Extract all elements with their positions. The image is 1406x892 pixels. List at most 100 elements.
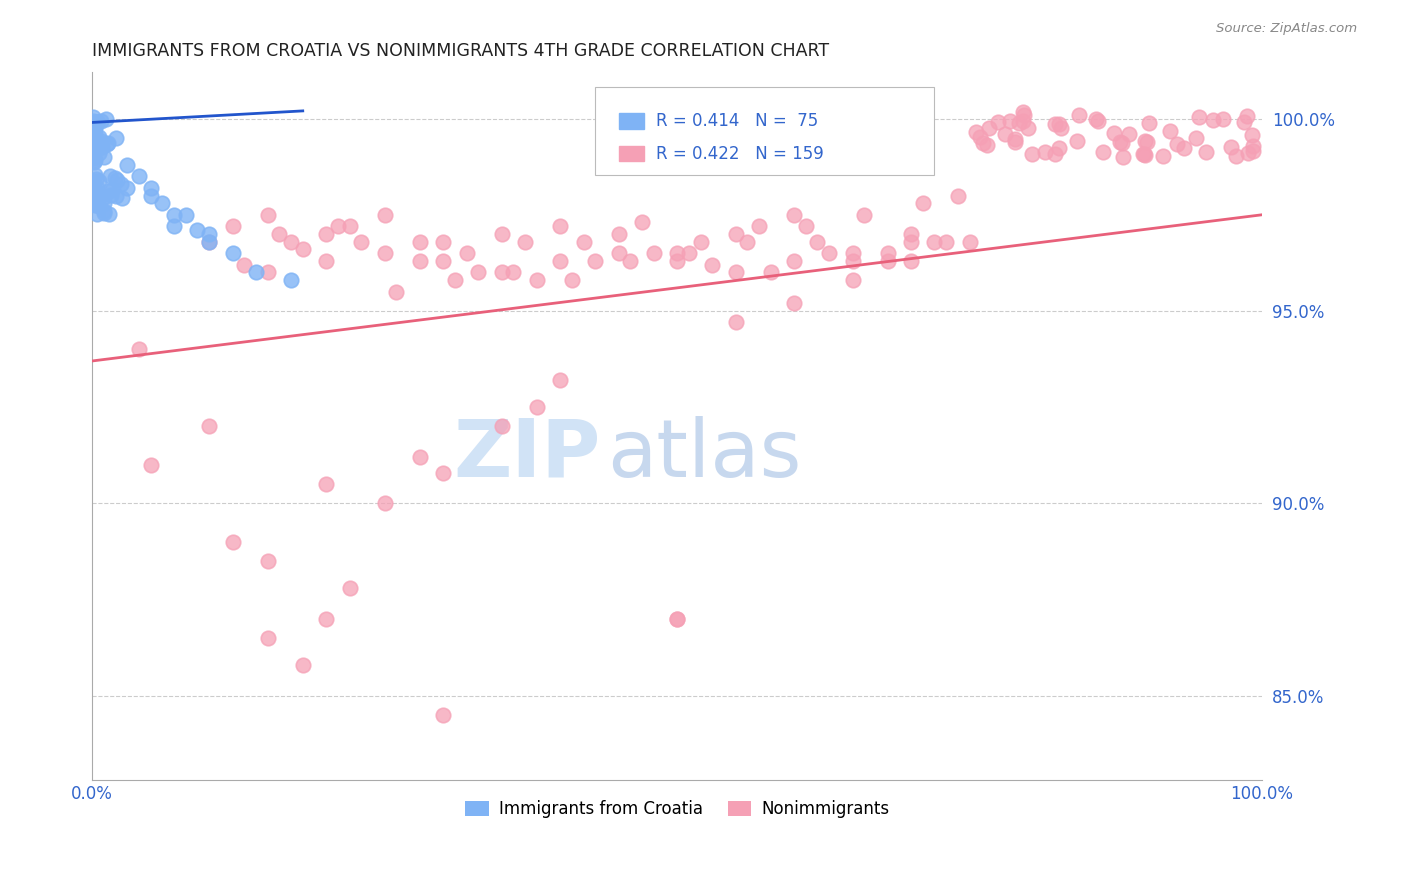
Point — [89, 174, 111, 188]
Point — [174, 208, 197, 222]
Point — [86, 141, 108, 155]
Point — [350, 235, 373, 249]
Point — [221, 246, 243, 260]
Text: R = 0.422   N = 159: R = 0.422 N = 159 — [657, 145, 824, 162]
Point — [491, 419, 513, 434]
Point — [666, 254, 689, 268]
Point — [128, 343, 150, 357]
Point — [876, 246, 898, 260]
Point — [1236, 146, 1258, 161]
Point — [526, 400, 548, 414]
Point — [1004, 135, 1026, 149]
Point — [315, 477, 337, 491]
Point — [1087, 114, 1109, 128]
Point — [502, 265, 524, 279]
Point — [1241, 138, 1264, 153]
Point — [1173, 141, 1195, 155]
Point — [1136, 135, 1159, 149]
Point — [1091, 145, 1114, 159]
Text: Source: ZipAtlas.com: Source: ZipAtlas.com — [1216, 22, 1357, 36]
Point — [83, 168, 105, 182]
Text: ZIP: ZIP — [454, 416, 602, 493]
Point — [1004, 132, 1026, 146]
Text: IMMIGRANTS FROM CROATIA VS NONIMMIGRANTS 4TH GRADE CORRELATION CHART: IMMIGRANTS FROM CROATIA VS NONIMMIGRANTS… — [93, 42, 830, 60]
Point — [385, 285, 408, 299]
Point — [724, 316, 747, 330]
Point — [93, 150, 115, 164]
Point — [548, 219, 571, 234]
Point — [666, 612, 689, 626]
Point — [1043, 117, 1066, 131]
Point — [1066, 134, 1088, 148]
Point — [513, 235, 536, 249]
Point — [90, 134, 112, 148]
Point — [432, 466, 454, 480]
Point — [607, 246, 630, 260]
Point — [1000, 114, 1022, 128]
Point — [117, 158, 139, 172]
Point — [841, 273, 863, 287]
Point — [1135, 134, 1157, 148]
Point — [93, 203, 115, 218]
Point — [83, 132, 105, 146]
Point — [643, 246, 665, 260]
Point — [972, 136, 994, 150]
Point — [443, 273, 465, 287]
Point — [818, 246, 841, 260]
Point — [1132, 147, 1154, 161]
Point — [87, 199, 110, 213]
Point — [1011, 104, 1033, 119]
Point — [96, 137, 118, 152]
Point — [432, 707, 454, 722]
Point — [1166, 137, 1188, 152]
Point — [1047, 117, 1070, 131]
Point — [900, 227, 922, 241]
Point — [97, 184, 120, 198]
Point — [104, 131, 127, 145]
Point — [104, 171, 127, 186]
Point — [83, 123, 105, 137]
Point — [911, 196, 934, 211]
Point — [93, 189, 115, 203]
Point — [83, 145, 105, 159]
Point — [678, 246, 700, 260]
Point — [561, 273, 583, 287]
Point — [315, 227, 337, 241]
Point — [1047, 141, 1070, 155]
Point — [339, 581, 361, 595]
Point — [82, 114, 104, 128]
Point — [86, 140, 108, 154]
Point — [1021, 146, 1043, 161]
Point — [946, 188, 969, 202]
Point — [339, 219, 361, 234]
Point — [291, 657, 314, 672]
Point — [139, 458, 162, 472]
FancyBboxPatch shape — [595, 87, 935, 175]
Point — [432, 254, 454, 268]
Point — [83, 185, 105, 199]
Point — [548, 373, 571, 387]
FancyBboxPatch shape — [619, 145, 644, 161]
Point — [1133, 146, 1156, 161]
Point — [969, 130, 991, 145]
Point — [1137, 116, 1160, 130]
Point — [291, 243, 314, 257]
Point — [86, 114, 108, 128]
Point — [1008, 116, 1031, 130]
Point — [84, 139, 107, 153]
Point — [84, 183, 107, 197]
Point — [256, 631, 278, 645]
Point — [1233, 115, 1256, 129]
Point — [315, 254, 337, 268]
Point — [221, 219, 243, 234]
Point — [269, 227, 291, 241]
Point — [631, 215, 654, 229]
Point — [93, 196, 115, 211]
Point — [82, 111, 104, 125]
Point — [82, 120, 104, 134]
Point — [965, 125, 987, 139]
Point — [186, 223, 208, 237]
Point — [245, 265, 267, 279]
Point — [98, 169, 121, 184]
Point — [315, 612, 337, 626]
